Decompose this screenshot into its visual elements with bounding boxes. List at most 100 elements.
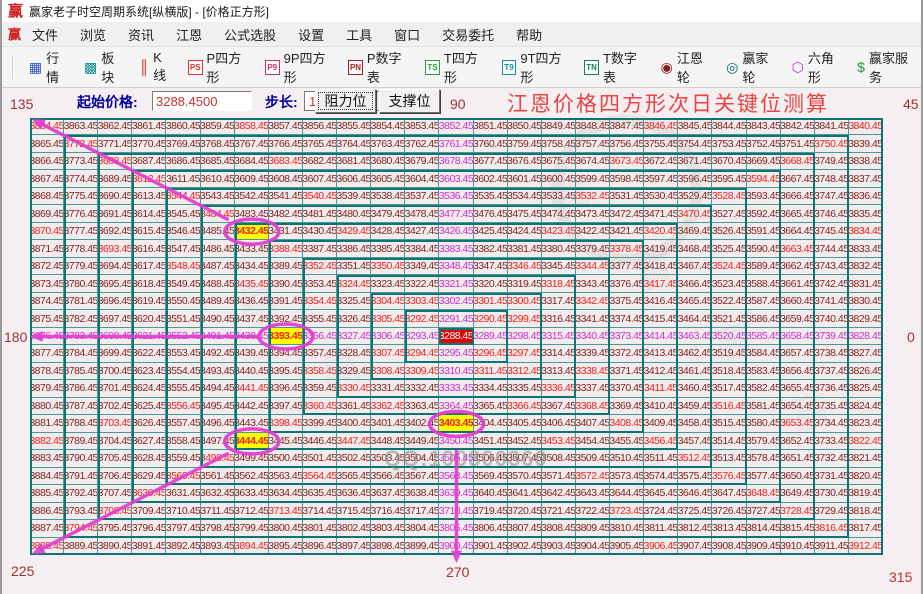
toolbar-item-p-number-table[interactable]: PN P数字表 [339, 48, 416, 86]
menu-item-9[interactable]: 交易委托 [442, 27, 495, 43]
grid-cell: 3619.45 [132, 292, 167, 311]
menu-item-2[interactable]: 浏览 [80, 27, 107, 43]
grid-cell: 3311.45 [473, 362, 508, 381]
toolbar-item-kline[interactable]: ║ K线 [130, 50, 179, 84]
grid-cell: 3816.45 [814, 520, 849, 538]
toolbar-item-t-square[interactable]: TS T四方形 [416, 48, 492, 86]
grid-cell: 3437.45 [234, 310, 269, 328]
toolbar-item-hexagon[interactable]: ⬡ 六角形 [783, 48, 849, 86]
grid-cell: 3854.45 [371, 118, 406, 136]
grid-cell: 3557.45 [166, 415, 201, 433]
grid-cell: 3391.45 [268, 292, 303, 311]
toolbar-item-sectors[interactable]: ▩ 板块 [75, 48, 130, 86]
grid-cell: 3546.45 [166, 222, 201, 241]
grid-cell: 3310.45 [439, 362, 474, 381]
grid-cell: 3521.45 [712, 310, 747, 328]
grid-cell: 3408.45 [610, 415, 645, 433]
grid-cell: 3790.45 [64, 450, 99, 468]
grid-cell: 3822.45 [848, 432, 883, 451]
grid-cell: 3843.45 [746, 118, 781, 136]
menu-item-10[interactable]: 帮助 [516, 27, 543, 43]
kline-icon: ║ [139, 59, 150, 75]
menu-item-8[interactable]: 窗口 [394, 27, 421, 43]
toolbar-item-winner-service[interactable]: $ 赢家服务 [848, 48, 921, 86]
grid-cell: 3876.45 [30, 327, 65, 346]
toolbar-item-label: 板块 [101, 51, 115, 85]
grid-cell: 3363.45 [405, 397, 440, 416]
grid-cell: 3290.45 [473, 310, 508, 328]
grid-cell: 3759.45 [507, 135, 542, 153]
grid-cell: 3524.45 [712, 257, 747, 276]
support-button[interactable]: 支撑位 [379, 89, 440, 113]
grid-cell: 3366.45 [507, 397, 542, 416]
grid-cell: 3651.45 [780, 450, 815, 468]
grid-cell: 3551.45 [166, 310, 201, 328]
grid-cell: 3725.45 [678, 502, 713, 521]
toolbar-item-gann-wheel[interactable]: ◉ 江恩轮 [652, 48, 717, 86]
grid-cell: 3633.45 [234, 485, 269, 503]
grid-cell: 3397.45 [268, 397, 303, 416]
grid-cell: 3510.45 [610, 450, 645, 468]
toolbar-item-9p-square[interactable]: P9 9P四方形 [256, 48, 339, 86]
grid-cell: 3390.45 [268, 275, 303, 293]
grid-cell: 3567.45 [405, 467, 440, 486]
grid-cell: 3463.45 [678, 327, 713, 346]
grid-cell: 3571.45 [541, 467, 576, 486]
grid-cell: 3330.45 [337, 380, 372, 398]
grid-cell: 3405.45 [507, 415, 542, 433]
menu-item-5[interactable]: 公式选股 [224, 27, 277, 43]
grid-cell: 3606.45 [337, 170, 372, 188]
toolbar-separator [12, 55, 14, 79]
menu-item-3[interactable]: 资讯 [128, 27, 155, 43]
toolbar-item-t-number-table[interactable]: TN T数字表 [575, 48, 651, 86]
grid-cell: 3545.45 [166, 205, 201, 223]
grid-cell: 3597.45 [644, 170, 679, 188]
grid-cell: 3643.45 [575, 485, 611, 503]
grid-cell: 3786.45 [64, 380, 99, 398]
grid-cell: 3322.45 [405, 275, 440, 293]
toolbar-item-quotes-table[interactable]: ▦ 行情 [20, 48, 75, 86]
grid-cell: 3624.45 [132, 380, 167, 398]
grid-cell: 3370.45 [610, 380, 645, 398]
grid-cell: 3379.45 [575, 240, 611, 258]
menu-item-6[interactable]: 设置 [298, 27, 325, 43]
grid-cell: 3794.45 [64, 520, 99, 538]
toolbar-item-p-square[interactable]: PS P四方形 [179, 48, 256, 86]
grid-cell: 3549.45 [166, 275, 201, 293]
grid-cell: 3560.45 [166, 467, 201, 486]
grid-cell: 3536.45 [439, 187, 474, 206]
toolbar-item-winner-wheel[interactable]: ◎ 赢家轮 [717, 48, 782, 86]
grid-cell: 3430.45 [302, 222, 338, 241]
grid-cell: 3863.45 [64, 118, 99, 136]
grid-cell: 3905.45 [610, 537, 645, 555]
grid-cell: 3582.45 [746, 380, 781, 398]
menu-item-4[interactable]: 江恩 [176, 27, 203, 43]
grid-cell: 3687.45 [132, 152, 167, 171]
grid-cell: 3628.45 [132, 450, 167, 468]
grid-cell: 3882.45 [30, 432, 65, 451]
grid-cell: 3416.45 [644, 292, 679, 311]
resistance-button[interactable]: 阻力位 [315, 89, 376, 113]
start-price-label: 起始价格: [77, 94, 138, 110]
grid-cell: 3477.45 [439, 205, 474, 223]
grid-cell: 3632.45 [200, 485, 235, 503]
grid-cell: 3346.45 [507, 257, 542, 276]
menu-item-1[interactable]: 文件 [32, 27, 59, 43]
angle-label-180: 180 [4, 329, 28, 345]
grid-cell: 3435.45 [234, 275, 269, 293]
menu-item-7[interactable]: 工具 [346, 27, 373, 43]
grid-cell: 3474.45 [541, 205, 576, 223]
grid-cell: 3885.45 [30, 485, 65, 503]
grid-cell: 3468.45 [678, 240, 713, 258]
grid-cell: 3447.45 [337, 432, 372, 451]
toolbar-item-9t-square[interactable]: T9 9T四方形 [493, 48, 576, 86]
grid-cell: 3457.45 [678, 432, 713, 451]
start-price-input[interactable] [152, 91, 252, 111]
grid-cell: 3787.45 [64, 397, 99, 416]
grid-cell: 3431.45 [268, 222, 303, 241]
grid-cell: 3526.45 [712, 222, 747, 241]
grid-cell: 3744.45 [814, 240, 849, 258]
grid-cell: 3395.45 [268, 362, 303, 381]
grid-cell: 3698.45 [98, 327, 133, 346]
grid-cell: 3695.45 [98, 275, 133, 293]
